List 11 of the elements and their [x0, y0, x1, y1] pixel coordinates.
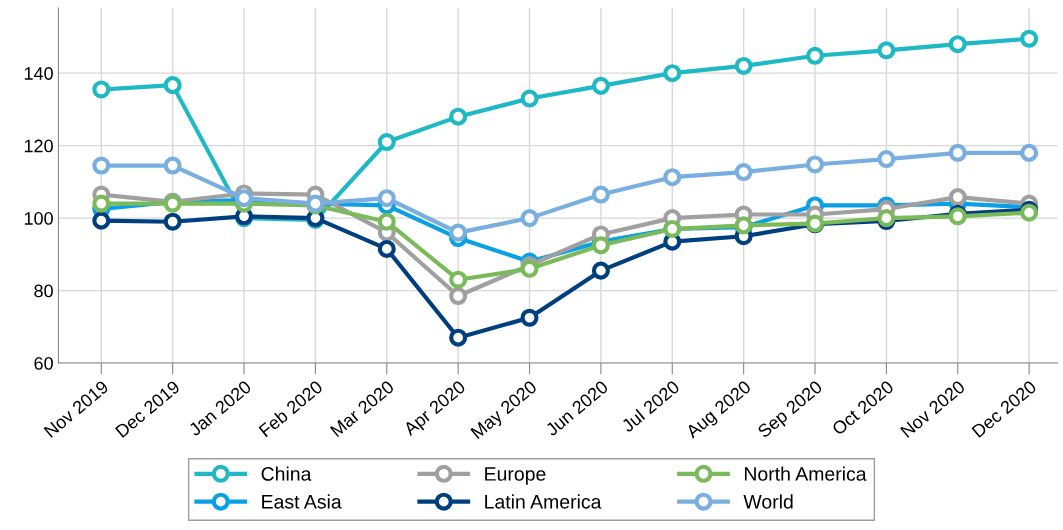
y-tick-label: 60 [34, 356, 53, 370]
legend-label: World [743, 494, 793, 509]
legend-label: North America [744, 466, 867, 481]
legend-label: Latin America [485, 494, 602, 509]
y-tick-label: 120 [24, 139, 53, 153]
legend-label: China [261, 466, 312, 481]
y-tick-label: 100 [24, 212, 53, 225]
legend-label: Europe [485, 467, 546, 485]
y-tick-label: 80 [34, 284, 53, 298]
legend-label: East Asia [262, 494, 342, 509]
y-tick-label: 140 [24, 67, 53, 80]
